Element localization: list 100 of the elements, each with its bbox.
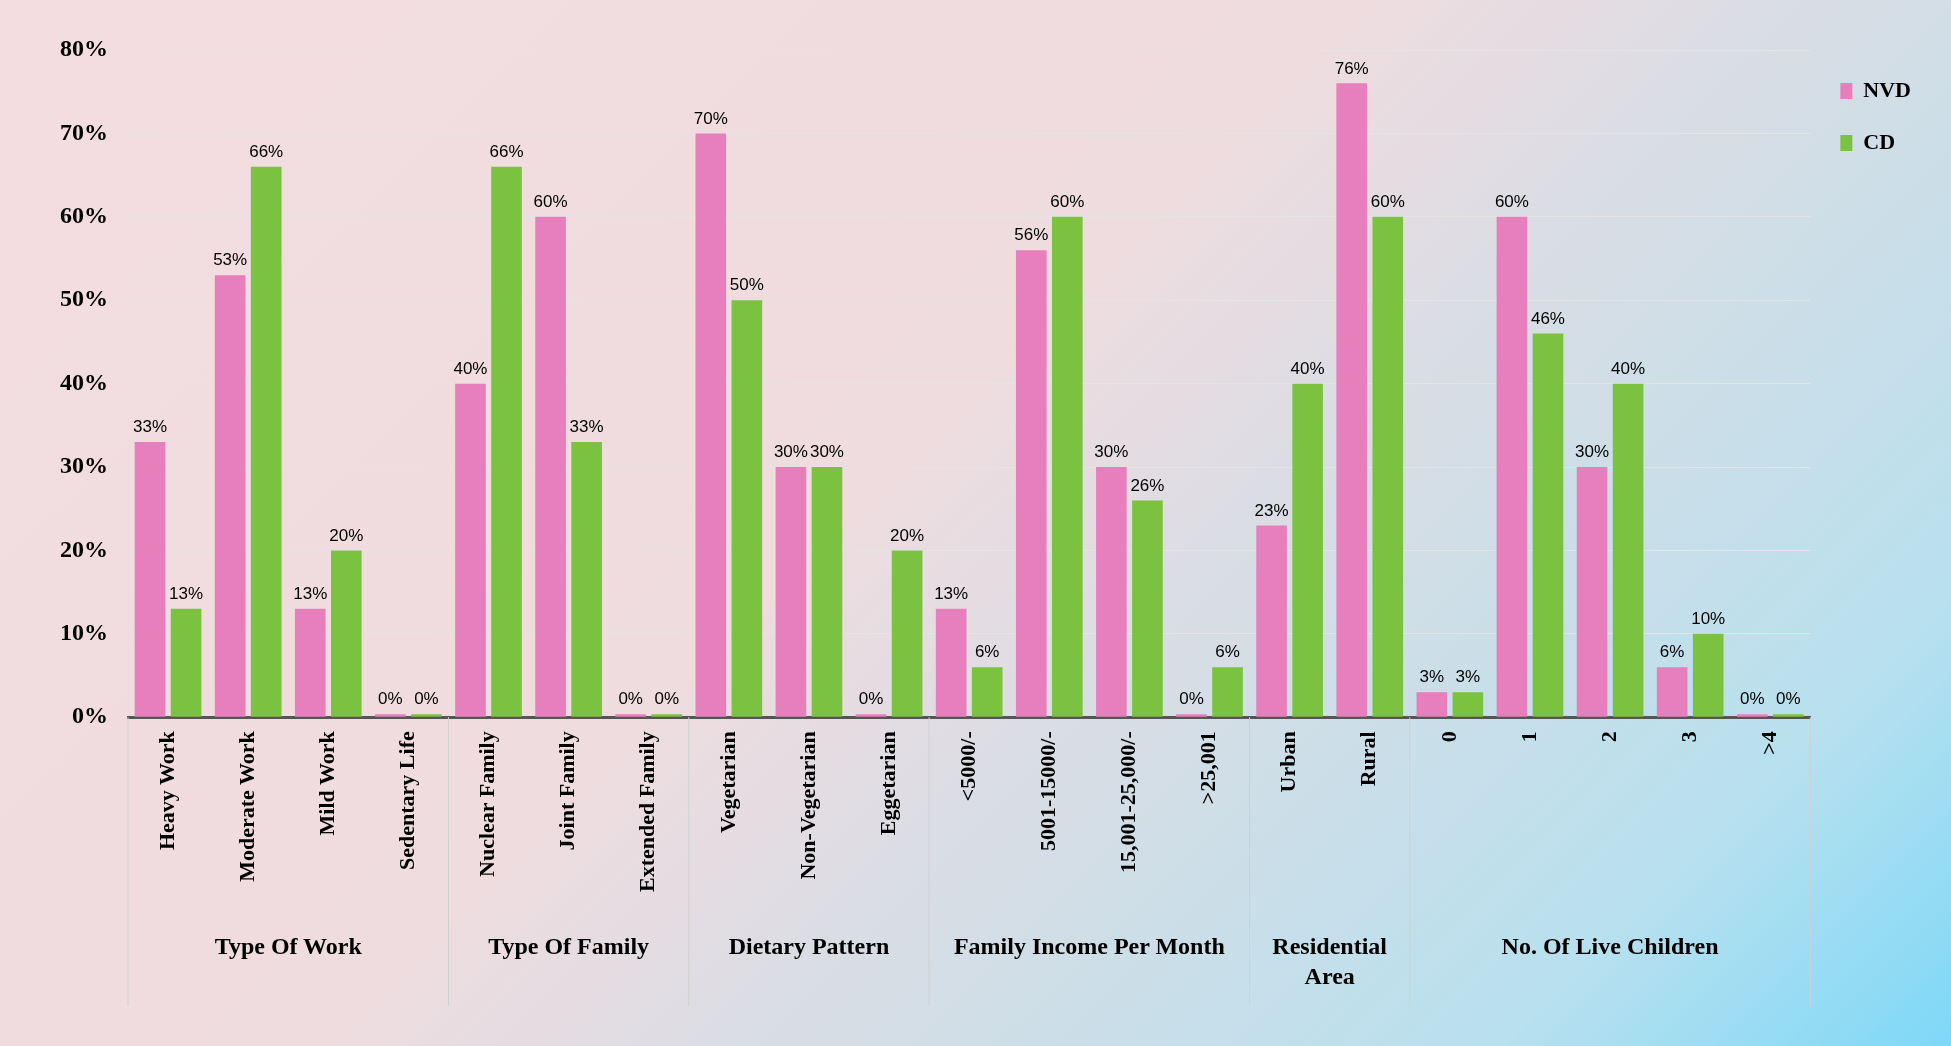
text: Family Income Per Month xyxy=(953,933,1225,960)
x-tick-label: Non-Vegetarian xyxy=(794,731,820,880)
legend-label: CD xyxy=(1863,128,1896,154)
data-label: 20% xyxy=(890,525,925,545)
bar xyxy=(775,467,807,717)
x-tick-label: Rural xyxy=(1355,731,1381,787)
data-label: 0% xyxy=(1179,689,1204,709)
bar xyxy=(1015,250,1047,717)
text: Residential Area xyxy=(1272,933,1388,990)
x-tick-label: Sedentary Life xyxy=(394,731,420,870)
bar xyxy=(1452,692,1484,717)
y-tick-label: 20% xyxy=(60,535,108,562)
bar xyxy=(1336,83,1368,717)
data-label: 33% xyxy=(569,417,604,437)
data-label: 0% xyxy=(378,689,403,709)
data-label: 3% xyxy=(1455,667,1481,687)
bar xyxy=(250,166,282,717)
bar xyxy=(935,608,967,717)
bar xyxy=(134,442,166,717)
data-label: 40% xyxy=(1290,358,1325,378)
data-label: 6% xyxy=(974,642,1000,662)
text: Dietary Pattern xyxy=(728,933,890,960)
y-tick-label: 80% xyxy=(60,35,108,62)
data-label: 0% xyxy=(1739,689,1765,709)
bar xyxy=(1132,500,1163,717)
data-label: 40% xyxy=(1611,358,1646,378)
y-tick-label: 70% xyxy=(60,118,108,145)
data-label: 30% xyxy=(809,442,844,462)
data-label: 13% xyxy=(934,584,969,604)
data-label: 0% xyxy=(1776,689,1801,709)
data-label: 33% xyxy=(133,417,168,437)
x-tick-label: 2 xyxy=(1595,731,1621,743)
x-tick-label: >4 xyxy=(1755,731,1781,755)
y-tick-label: 60% xyxy=(60,202,108,229)
bar xyxy=(491,166,522,717)
bar xyxy=(891,550,923,717)
text: Type Of Work xyxy=(214,933,363,960)
data-label: 13% xyxy=(293,584,328,604)
bar xyxy=(731,300,763,717)
data-label: 46% xyxy=(1530,308,1565,328)
bar xyxy=(1656,667,1688,717)
x-tick-label: 15,001-25,000/- xyxy=(1115,731,1141,874)
x-tick-label: Mild Work xyxy=(313,730,339,836)
y-tick-label: 50% xyxy=(60,285,108,312)
data-label: 30% xyxy=(773,442,808,462)
x-tick-label: <5000/- xyxy=(954,731,980,802)
bar xyxy=(695,133,727,717)
data-label: 50% xyxy=(729,275,764,295)
x-tick-label: 0 xyxy=(1435,731,1461,743)
bar xyxy=(330,550,362,717)
data-label: 0% xyxy=(858,689,884,709)
data-label: 13% xyxy=(169,584,204,604)
x-tick-label: 1 xyxy=(1515,731,1541,743)
y-tick-label: 40% xyxy=(60,368,108,395)
x-tick-label: Moderate Work xyxy=(233,730,259,882)
data-label: 23% xyxy=(1254,500,1289,520)
bar xyxy=(971,667,1003,717)
legend-label: NVD xyxy=(1863,76,1912,102)
bar xyxy=(1096,467,1127,717)
bar xyxy=(811,467,843,717)
x-tick-label: >25,001 xyxy=(1195,731,1221,805)
data-label: 60% xyxy=(1494,192,1529,212)
x-tick-label: 5001-15000/- xyxy=(1034,731,1060,852)
x-tick-label: Joint Family xyxy=(554,731,580,851)
data-label: 56% xyxy=(1014,225,1049,245)
data-label: 60% xyxy=(533,192,568,212)
bar xyxy=(1051,216,1083,717)
bar xyxy=(214,275,246,717)
data-label: 53% xyxy=(213,250,248,270)
x-tick-label: 3 xyxy=(1675,731,1701,743)
data-label: 60% xyxy=(1370,192,1405,212)
text: No. Of Live Children xyxy=(1501,933,1719,960)
y-tick-label: 0% xyxy=(72,702,108,729)
bar xyxy=(1372,216,1404,717)
x-tick-label: Urban xyxy=(1275,731,1301,793)
bar xyxy=(455,383,486,717)
data-label: 66% xyxy=(249,141,284,161)
bar xyxy=(1212,667,1243,717)
data-label: 76% xyxy=(1334,58,1369,78)
bar xyxy=(1692,633,1724,717)
x-tick-label: Nuclear Family xyxy=(474,731,500,877)
data-label: 3% xyxy=(1419,667,1445,687)
x-tick-label: Eggetarian xyxy=(874,731,900,836)
data-label: 0% xyxy=(414,689,439,709)
bar xyxy=(170,608,202,717)
data-label: 20% xyxy=(329,525,364,545)
data-label: 10% xyxy=(1691,609,1726,629)
data-label: 6% xyxy=(1659,642,1685,662)
data-label: 6% xyxy=(1215,642,1240,662)
bar xyxy=(1496,216,1528,717)
bar xyxy=(535,216,566,717)
data-label: 26% xyxy=(1130,475,1165,495)
data-label: 66% xyxy=(489,141,524,161)
x-tick-label: Extended Family xyxy=(634,731,660,893)
data-label: 0% xyxy=(654,689,680,709)
bar xyxy=(1416,692,1448,717)
data-label: 0% xyxy=(618,689,643,709)
text: Type Of Family xyxy=(488,933,650,960)
data-label: 70% xyxy=(693,108,728,128)
bar xyxy=(294,608,326,717)
